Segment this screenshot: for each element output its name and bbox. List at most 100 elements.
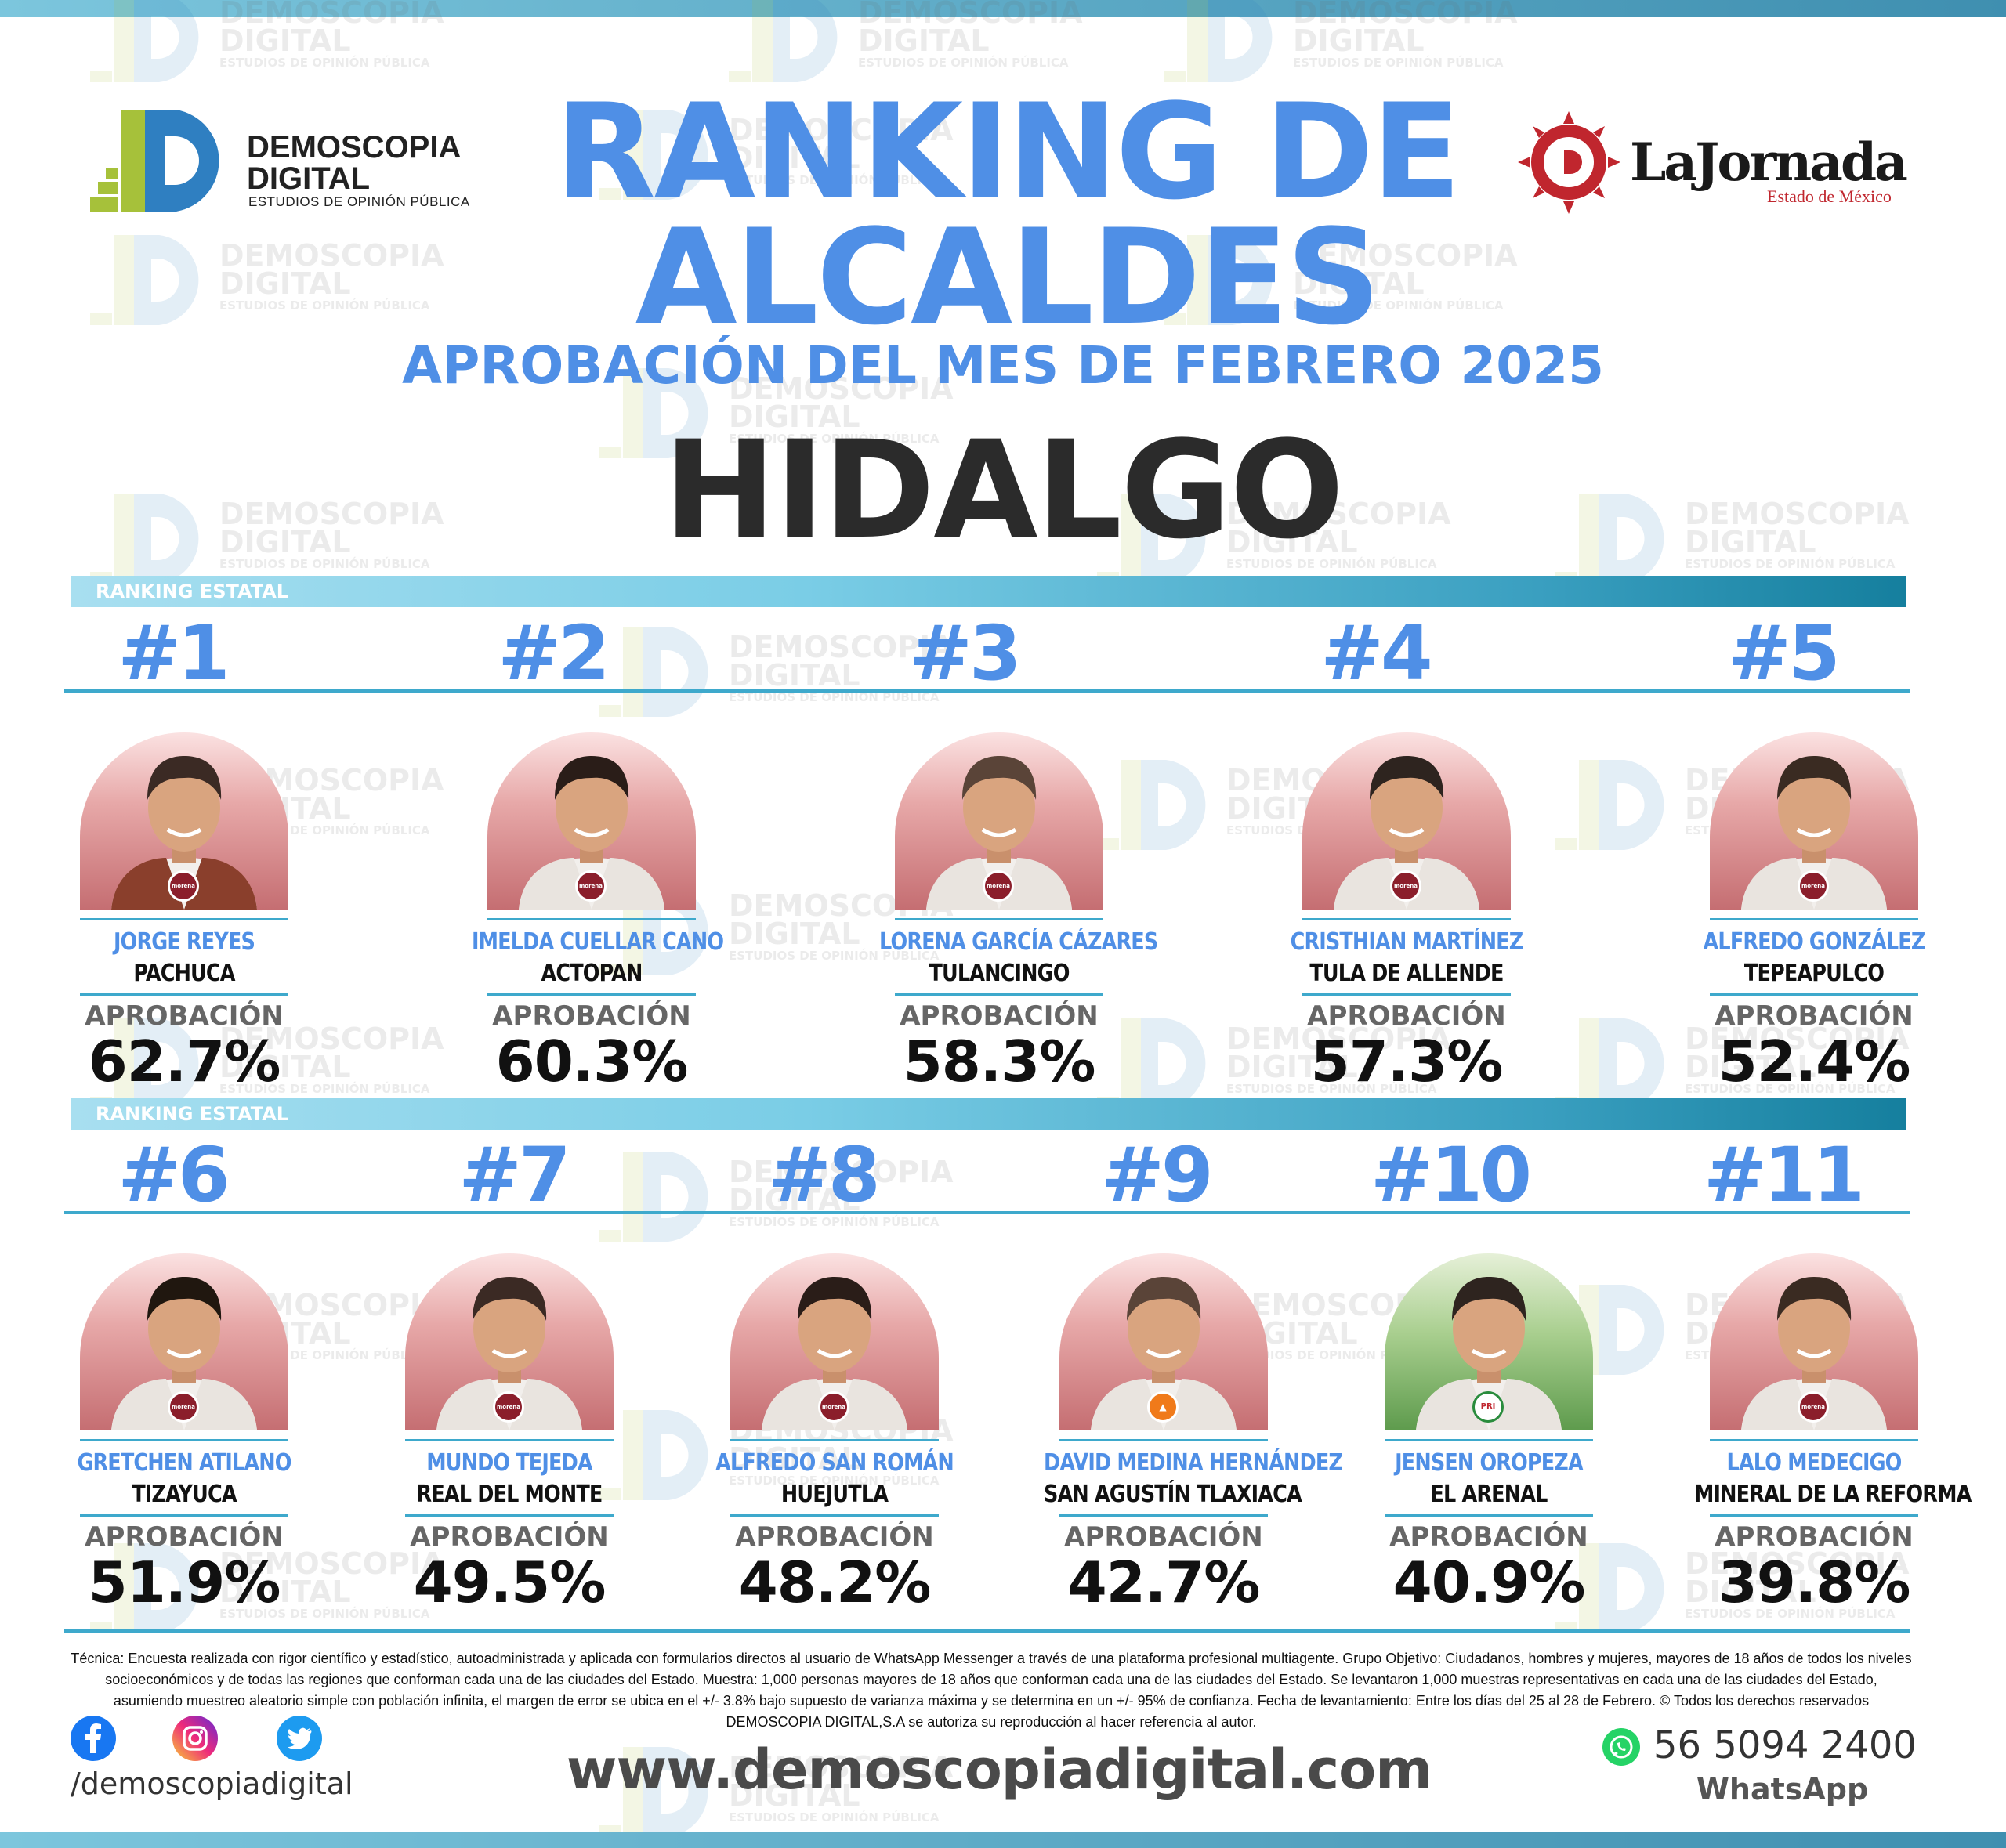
phone-number[interactable]: 56 5094 2400 (1653, 1723, 1917, 1767)
city-rule (895, 993, 1103, 996)
mayor-name: CRISTHIAN MARTÍNEZ (1290, 928, 1524, 956)
mayor-card: morena ALFREDO SAN ROMÁN HUEJUTLA APROBACIÓ… (715, 1253, 954, 1614)
party-badge: morena (1390, 870, 1421, 902)
ranking-band-label: RANKING ESTATAL (96, 580, 289, 602)
watermark-d-icon (90, 235, 199, 325)
watermark-sub: ESTUDIOS DE OPINIÓN PÚBLICA (1685, 557, 1896, 571)
watermark-text: DEMOSCOPIA DIGITAL (1685, 497, 1910, 559)
approval-value: 52.4% (1718, 1029, 1911, 1094)
person-silhouette-icon (762, 1277, 907, 1430)
rank-number: #9 (1101, 1131, 1213, 1219)
approval-value: 57.3% (1310, 1029, 1504, 1094)
rank-rule-1 (64, 689, 1910, 693)
party-badge: morena (575, 870, 607, 902)
instagram-icon[interactable] (172, 1716, 218, 1761)
municipality: EL ARENAL (1430, 1481, 1548, 1508)
mayor-card: morena MUNDO TEJEDA REAL DEL MONTE APROBACI… (392, 1253, 627, 1614)
twitter-icon[interactable] (277, 1716, 322, 1761)
demoscopia-d-icon (90, 110, 219, 212)
name-rule (730, 1439, 939, 1441)
mayor-name: GRETCHEN ATILANO (77, 1449, 291, 1477)
whatsapp-icon[interactable] (1602, 1728, 1640, 1766)
municipality: PACHUCA (133, 960, 235, 987)
mayor-name: LALO MEDECIGO (1726, 1449, 1902, 1477)
social-handle[interactable]: /demoscopiadigital (71, 1767, 353, 1801)
name-rule (80, 1439, 288, 1441)
municipality: ACTOPAN (541, 960, 643, 987)
municipality: REAL DEL MONTE (416, 1481, 603, 1508)
mayor-card: morena LALO MEDECIGO MINERAL DE LA REFORMA… (1694, 1253, 1972, 1614)
rank-number: #10 (1370, 1131, 1532, 1219)
approval-value: 40.9% (1392, 1550, 1586, 1615)
la-jornada-name: LaJornada (1630, 132, 1908, 193)
approval-value: 60.3% (495, 1029, 689, 1094)
city-rule (487, 993, 696, 996)
approval-value: 58.3% (903, 1029, 1096, 1094)
watermark-d-icon (1555, 494, 1664, 584)
party-badge: morena (818, 1391, 849, 1423)
mayor-card: PRI JENSEN OROPEZA EL ARENAL APROBACIÓN 40.9… (1371, 1253, 1606, 1614)
party-badge: morena (1798, 870, 1829, 902)
approval-label: APROBACIÓN (410, 1521, 609, 1553)
rank-number: #1 (118, 609, 230, 697)
approval-label: APROBACIÓN (492, 1000, 691, 1032)
watermark-sub: ESTUDIOS DE OPINIÓN PÚBLICA (858, 56, 1069, 70)
mayor-name: JORGE REYES (114, 928, 255, 956)
approval-value: 39.8% (1718, 1550, 1911, 1615)
mayor-name: MUNDO TEJEDA (426, 1449, 592, 1477)
ranking-band-label: RANKING ESTATAL (96, 1103, 289, 1125)
bottom-accent-bar (0, 1832, 2006, 1848)
mayor-name: ALFREDO SAN ROMÁN (715, 1449, 954, 1477)
la-jornada-logo: LaJornada Estado de México (1516, 110, 1924, 219)
person-silhouette-icon (926, 756, 1072, 910)
watermark-sub: ESTUDIOS DE OPINIÓN PÚBLICA (1293, 56, 1504, 70)
party-badge: morena (983, 870, 1014, 902)
demoscopia-name: DEMOSCOPIA DIGITAL (247, 130, 462, 196)
municipality: TIZAYUCA (132, 1481, 237, 1508)
city-rule (730, 1514, 939, 1517)
name-rule (487, 918, 696, 920)
mayor-name: IMELDA CUELLAR CANO (472, 928, 724, 956)
mayor-name: DAVID MEDINA HERNÁNDEZ (1044, 1449, 1343, 1477)
municipality: SAN AGUSTÍN TLAXIACA (1044, 1481, 1302, 1508)
approval-value: 49.5% (413, 1550, 607, 1615)
ranking-band-1: RANKING ESTATAL (71, 576, 1906, 607)
name-rule (1710, 1439, 1918, 1441)
watermark-d-icon (90, 494, 199, 584)
party-badge: morena (1798, 1391, 1829, 1423)
approval-label: APROBACIÓN (1307, 1000, 1506, 1032)
approval-value: 62.7% (88, 1029, 281, 1094)
rank-rule-2 (64, 1211, 1910, 1214)
party-badge: morena (168, 1391, 199, 1423)
municipality: TULANCINGO (929, 960, 1070, 987)
rank-number: #7 (458, 1131, 570, 1219)
approval-label: APROBACIÓN (900, 1000, 1099, 1032)
state-title: HIDALGO (663, 411, 1345, 569)
la-jornada-edition: Estado de México (1767, 186, 1892, 206)
watermark-d-icon (1555, 760, 1664, 850)
rank-number: #11 (1703, 1131, 1865, 1219)
rank-number: #6 (118, 1131, 230, 1219)
mayor-card: morena IMELDA CUELLAR CANO ACTOPAN APROBACI… (472, 732, 724, 1093)
rank-number: #8 (768, 1131, 880, 1219)
mayor-card: morena JORGE REYES PACHUCA APROBACIÓN 62.7% (67, 732, 302, 1093)
rank-number: #2 (498, 609, 610, 697)
party-badge: morena (168, 870, 199, 902)
city-rule (1059, 1514, 1268, 1517)
approval-label: APROBACIÓN (85, 1521, 284, 1553)
watermark-sub: ESTUDIOS DE OPINIÓN PÚBLICA (219, 56, 430, 70)
municipality: HUEJUTLA (780, 1481, 889, 1508)
name-rule (1059, 1439, 1268, 1441)
facebook-icon[interactable] (71, 1716, 116, 1761)
city-rule (405, 1514, 614, 1517)
party-badge: PRI (1472, 1391, 1504, 1423)
demoscopia-tagline: ESTUDIOS DE OPINIÓN PÚBLICA (248, 194, 470, 209)
website-link[interactable]: www.demoscopiadigital.com (566, 1738, 1432, 1802)
mayor-name: LORENA GARCÍA CÁZARES (879, 928, 1158, 956)
approval-value: 42.7% (1067, 1550, 1261, 1615)
watermark-d-icon (599, 1152, 708, 1242)
top-accent-bar (0, 0, 2006, 17)
title-line-2: ALCALDES (635, 201, 1381, 354)
city-rule (1302, 993, 1511, 996)
